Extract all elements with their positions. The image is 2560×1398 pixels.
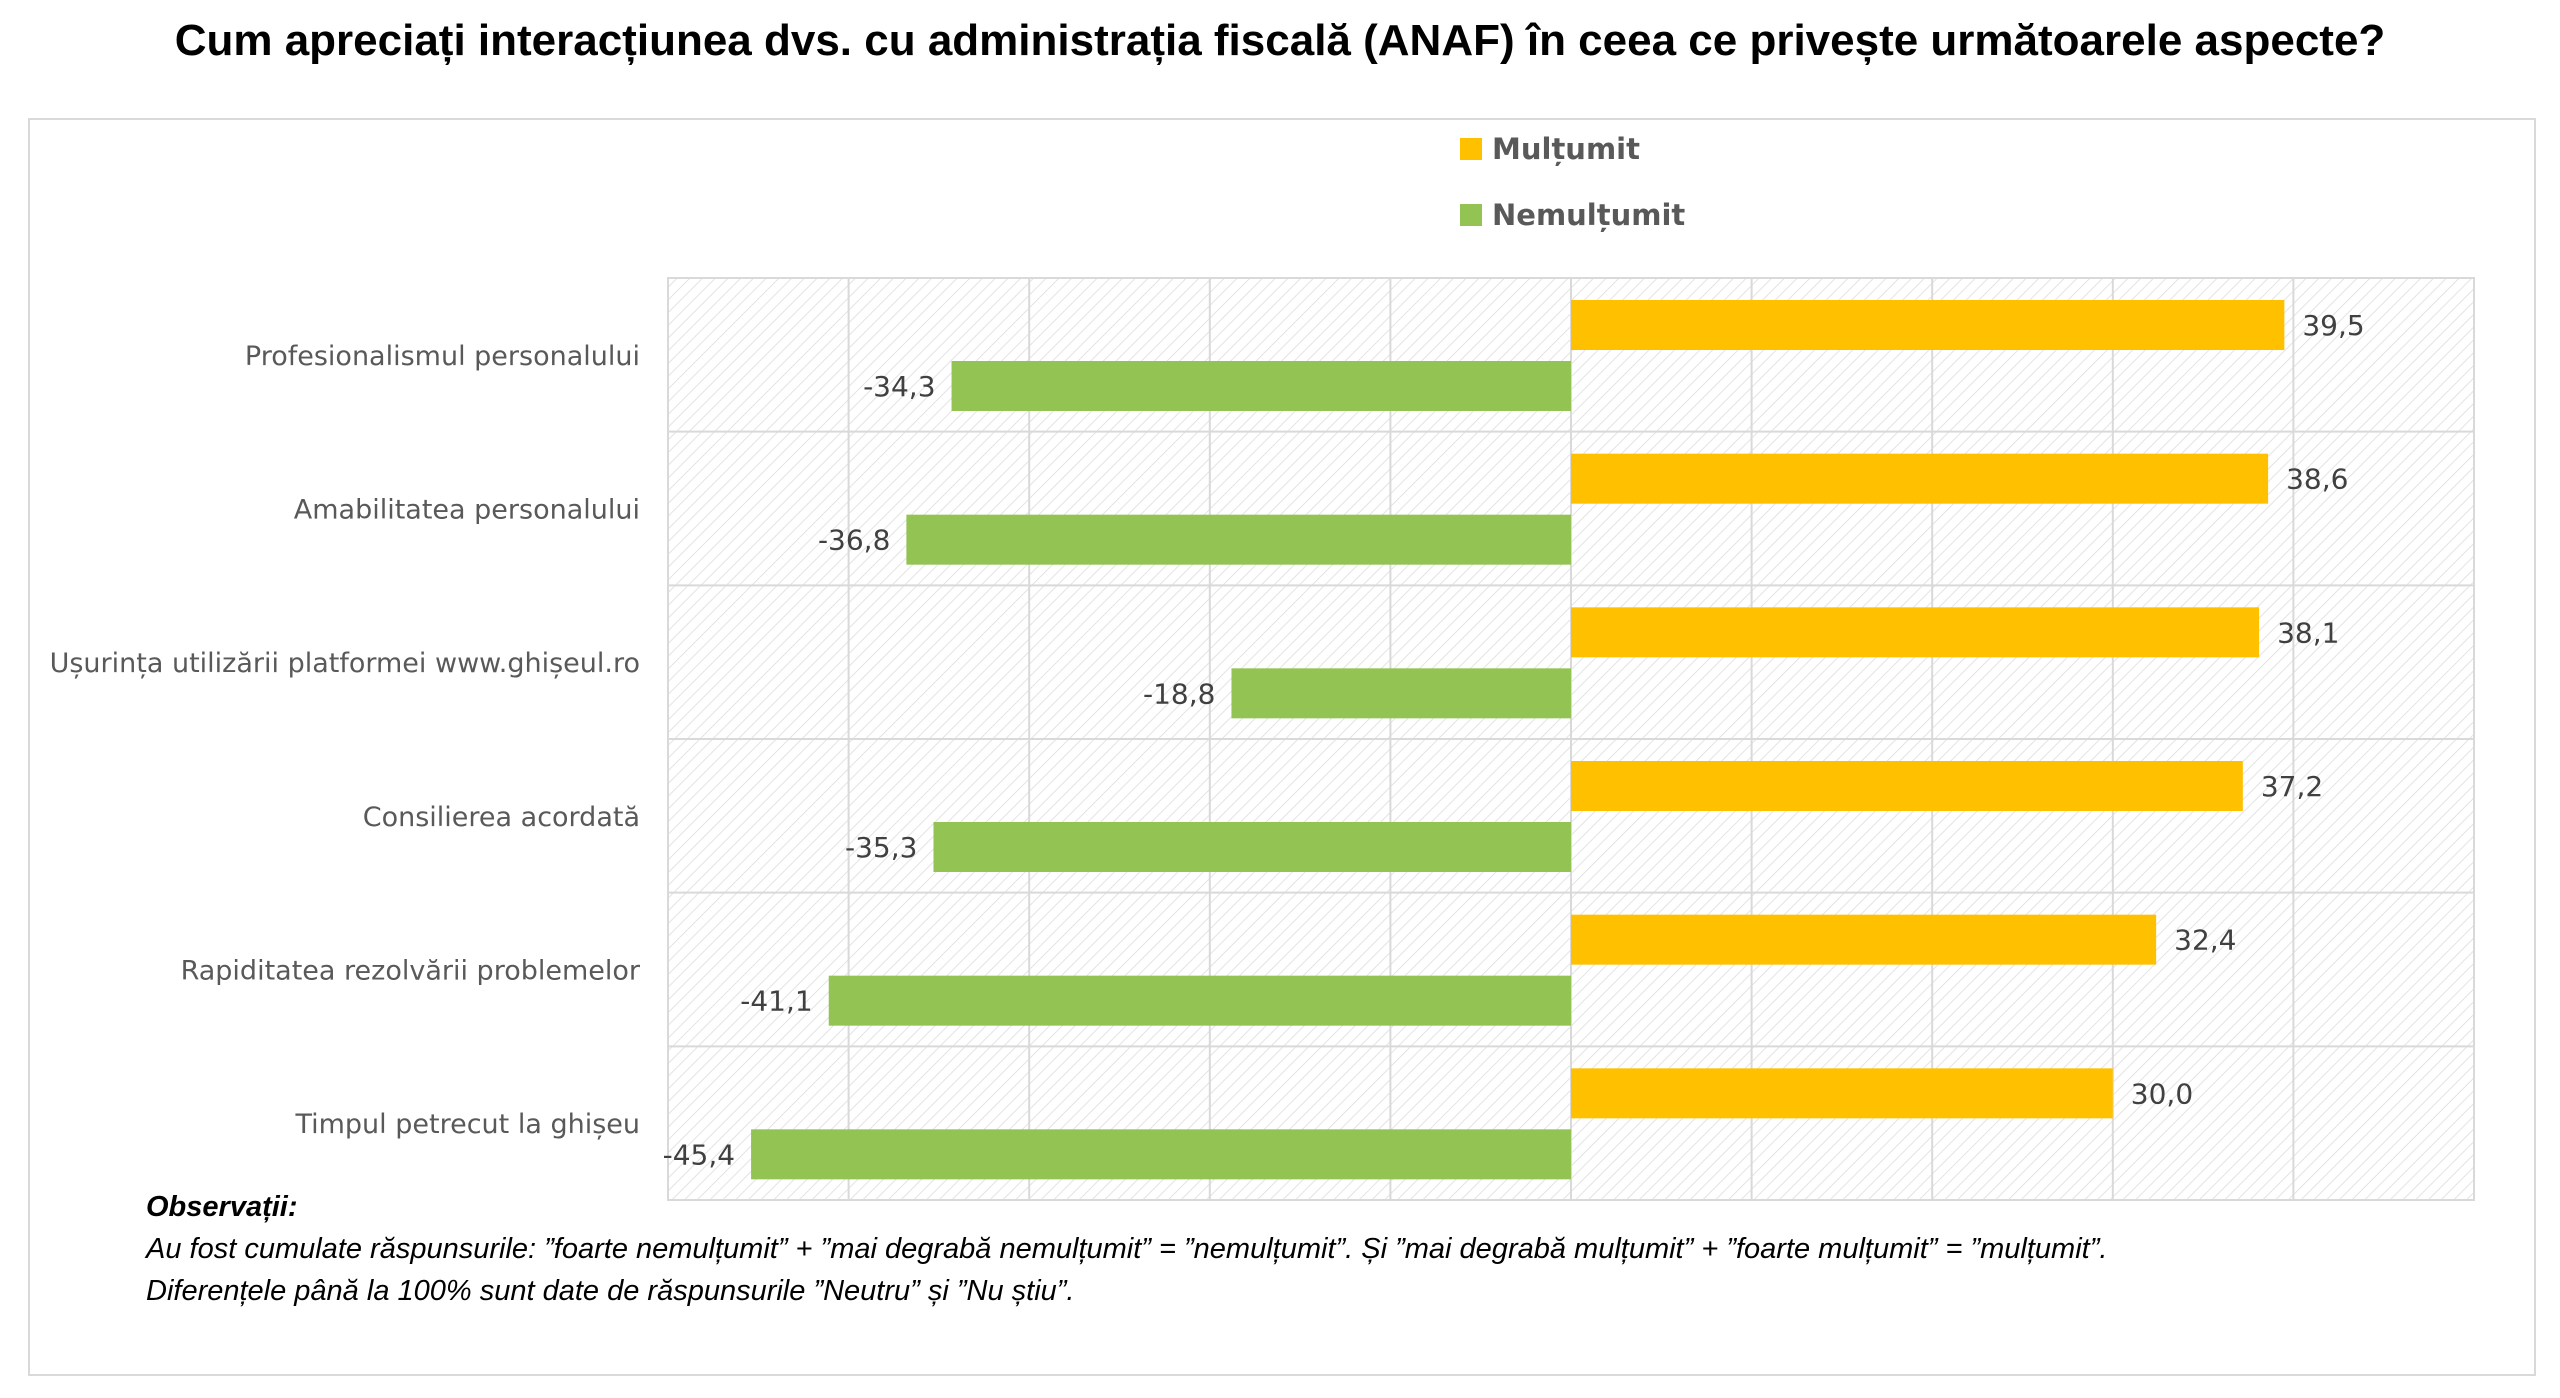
data-label: 38,6: [2286, 463, 2348, 496]
data-label: -34,3: [863, 370, 935, 403]
bar-dissatisfied: [1231, 668, 1571, 719]
notes-line-1: Au fost cumulate răspunsurile: ”foarte n…: [146, 1233, 2108, 1265]
category-label: Rapiditatea rezolvării problemelor: [181, 956, 641, 987]
bar-dissatisfied: [933, 822, 1571, 872]
bar-dissatisfied: [906, 514, 1571, 565]
bar-satisfied: [1571, 761, 2243, 811]
data-label: -36,8: [818, 524, 890, 557]
legend-swatch-satisfied: [1460, 138, 1482, 160]
category-label: Amabilitatea personalului: [294, 495, 640, 526]
legend-label-satisfied: Mulțumit: [1492, 132, 1640, 166]
data-label: 37,2: [2261, 770, 2323, 803]
chart-title: Cum apreciați interacțiunea dvs. cu admi…: [174, 16, 2386, 65]
category-label: Ușurința utilizării platformei www.ghișe…: [50, 648, 640, 679]
category-label: Profesionalismul personalului: [245, 341, 640, 372]
notes-block: Observații: Au fost cumulate răspunsuril…: [146, 1186, 2107, 1312]
notes-heading: Observații:: [146, 1191, 298, 1223]
bar-satisfied: [1571, 1068, 2113, 1119]
data-label: -41,1: [740, 985, 812, 1018]
plot-border: [667, 277, 2475, 1201]
bar-satisfied: [1571, 914, 2157, 965]
data-label: 32,4: [2174, 924, 2236, 957]
legend-label-dissatisfied: Nemulțumit: [1492, 198, 1685, 232]
category-label: Consilierea acordată: [363, 802, 640, 833]
data-label: -45,4: [663, 1138, 735, 1171]
data-label: 39,5: [2302, 309, 2364, 342]
bar-satisfied: [1571, 607, 2260, 658]
bar-dissatisfied: [751, 1129, 1571, 1180]
bar-dissatisfied: [828, 975, 1571, 1026]
notes-line-2: Diferențele până la 100% sunt date de ră…: [146, 1275, 1075, 1307]
legend-swatch-dissatisfied: [1460, 204, 1482, 226]
data-label: 38,1: [2277, 616, 2339, 649]
data-label: -18,8: [1143, 677, 1215, 710]
data-label: -35,3: [845, 831, 917, 864]
category-label: Timpul petrecut la ghișeu: [294, 1109, 640, 1140]
bar-satisfied: [1571, 453, 2269, 504]
bar-satisfied: [1571, 300, 2285, 350]
data-label: 30,0: [2131, 1077, 2193, 1110]
bar-dissatisfied: [951, 361, 1571, 411]
